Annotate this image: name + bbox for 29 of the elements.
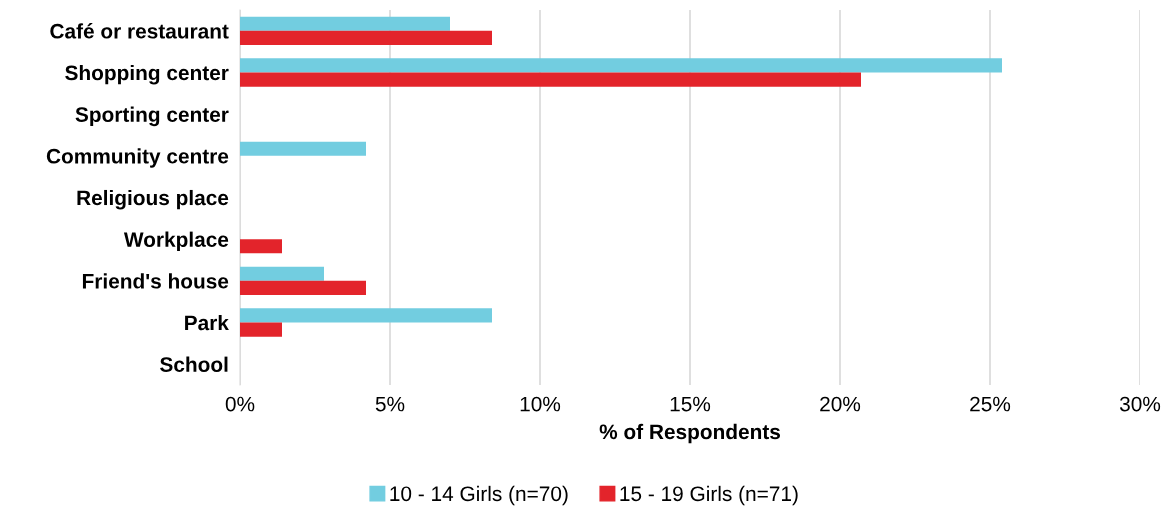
bar (240, 239, 282, 254)
x-tick-label: 10% (520, 396, 561, 412)
legend-label: 10 - 14 Girls (n=70) (390, 485, 568, 506)
x-tick-label: 25% (970, 396, 1011, 412)
y-tick-label: Park (185, 314, 229, 331)
y-tick-label: Community centre (46, 148, 229, 168)
bar (240, 308, 492, 323)
bar (240, 322, 282, 337)
y-tick-label: Friend's house (82, 273, 229, 289)
bar (240, 141, 366, 156)
bar (240, 266, 324, 281)
x-tick-label: 5% (375, 396, 405, 412)
bar (240, 58, 1002, 73)
y-tick-label: Workplace (123, 231, 229, 252)
bar (240, 280, 366, 295)
bar (240, 30, 492, 45)
bar (240, 72, 861, 87)
x-axis-title: % of Respondents (599, 423, 781, 444)
y-tick-label: School (160, 356, 228, 372)
y-tick-label: Religious place (77, 189, 229, 210)
y-tick-label: Shopping center (65, 64, 229, 85)
y-tick-label: Café or restaurant (50, 23, 229, 39)
x-tick-label: 15% (670, 396, 711, 412)
legend-label: 15 - 19 Girls (n=71) (620, 485, 798, 506)
bar (240, 16, 450, 31)
x-tick-label: 0% (225, 396, 255, 412)
x-tick-label: 20% (820, 396, 861, 412)
y-tick-label: Sporting center (75, 106, 229, 127)
x-tick-label: 30% (1119, 396, 1161, 412)
